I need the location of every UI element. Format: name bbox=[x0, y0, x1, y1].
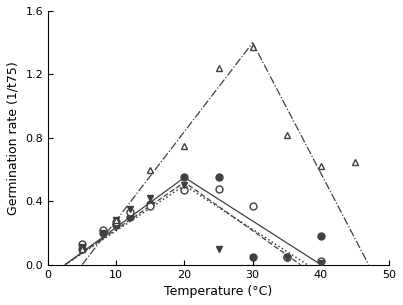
Y-axis label: Germination rate (1/t75): Germination rate (1/t75) bbox=[7, 61, 20, 215]
X-axis label: Temperature (°C): Temperature (°C) bbox=[164, 285, 273, 298]
